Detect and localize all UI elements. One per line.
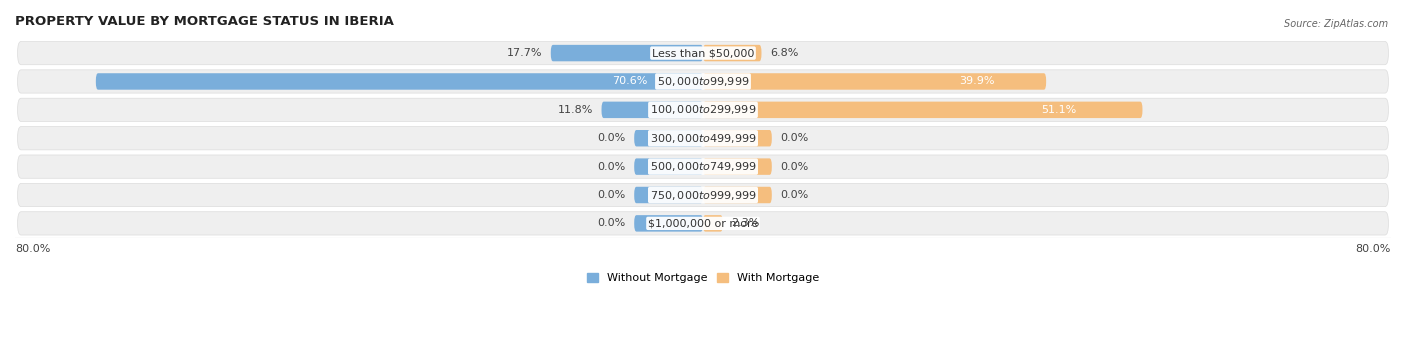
FancyBboxPatch shape	[18, 212, 1388, 235]
FancyBboxPatch shape	[703, 73, 1046, 90]
Text: Source: ZipAtlas.com: Source: ZipAtlas.com	[1284, 19, 1388, 29]
Text: 0.0%: 0.0%	[780, 190, 808, 200]
Text: 0.0%: 0.0%	[598, 162, 626, 172]
Text: 6.8%: 6.8%	[770, 48, 799, 58]
FancyBboxPatch shape	[703, 215, 723, 232]
FancyBboxPatch shape	[634, 130, 703, 147]
Text: 0.0%: 0.0%	[598, 218, 626, 228]
Text: $50,000 to $99,999: $50,000 to $99,999	[657, 75, 749, 88]
Text: $500,000 to $749,999: $500,000 to $749,999	[650, 160, 756, 173]
Text: 80.0%: 80.0%	[15, 244, 51, 254]
Text: 17.7%: 17.7%	[506, 48, 543, 58]
Text: PROPERTY VALUE BY MORTGAGE STATUS IN IBERIA: PROPERTY VALUE BY MORTGAGE STATUS IN IBE…	[15, 15, 394, 28]
FancyBboxPatch shape	[18, 98, 1388, 121]
Text: 70.6%: 70.6%	[612, 76, 647, 87]
Text: 0.0%: 0.0%	[598, 190, 626, 200]
FancyBboxPatch shape	[18, 42, 1388, 65]
FancyBboxPatch shape	[703, 130, 772, 147]
Text: 39.9%: 39.9%	[959, 76, 994, 87]
Text: 11.8%: 11.8%	[558, 105, 593, 115]
FancyBboxPatch shape	[634, 187, 703, 203]
Text: 0.0%: 0.0%	[780, 162, 808, 172]
FancyBboxPatch shape	[703, 187, 772, 203]
FancyBboxPatch shape	[18, 183, 1388, 207]
FancyBboxPatch shape	[703, 102, 1143, 118]
Text: 2.3%: 2.3%	[731, 218, 759, 228]
FancyBboxPatch shape	[634, 215, 703, 232]
FancyBboxPatch shape	[18, 127, 1388, 150]
FancyBboxPatch shape	[602, 102, 703, 118]
Text: $100,000 to $299,999: $100,000 to $299,999	[650, 103, 756, 116]
FancyBboxPatch shape	[96, 73, 703, 90]
Text: Less than $50,000: Less than $50,000	[652, 48, 754, 58]
Text: $1,000,000 or more: $1,000,000 or more	[648, 218, 758, 228]
FancyBboxPatch shape	[703, 45, 762, 61]
FancyBboxPatch shape	[18, 70, 1388, 93]
Text: 51.1%: 51.1%	[1042, 105, 1077, 115]
Text: 80.0%: 80.0%	[1355, 244, 1391, 254]
FancyBboxPatch shape	[703, 158, 772, 175]
FancyBboxPatch shape	[18, 155, 1388, 178]
Text: 0.0%: 0.0%	[598, 133, 626, 143]
FancyBboxPatch shape	[634, 158, 703, 175]
Text: $750,000 to $999,999: $750,000 to $999,999	[650, 189, 756, 202]
Text: 0.0%: 0.0%	[780, 133, 808, 143]
Legend: Without Mortgage, With Mortgage: Without Mortgage, With Mortgage	[582, 268, 824, 288]
Text: $300,000 to $499,999: $300,000 to $499,999	[650, 132, 756, 145]
FancyBboxPatch shape	[551, 45, 703, 61]
